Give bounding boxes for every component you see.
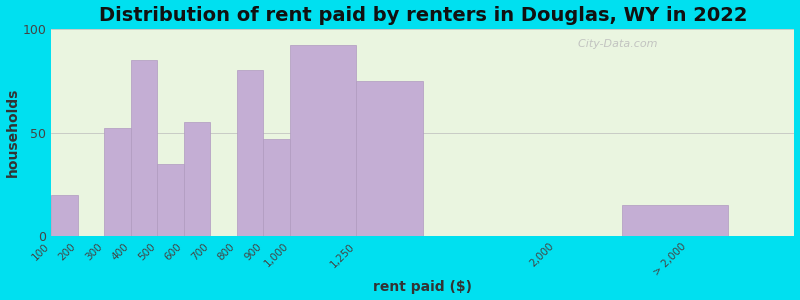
Bar — [622, 205, 728, 236]
Bar — [158, 164, 184, 236]
Bar — [356, 81, 422, 236]
Bar — [290, 46, 356, 236]
Bar — [130, 60, 158, 236]
Bar — [237, 70, 263, 236]
Bar — [51, 195, 78, 236]
Bar — [104, 128, 130, 236]
Text: City-Data.com: City-Data.com — [571, 39, 658, 49]
Title: Distribution of rent paid by renters in Douglas, WY in 2022: Distribution of rent paid by renters in … — [98, 6, 747, 25]
Bar — [184, 122, 210, 236]
Bar — [263, 139, 290, 236]
Y-axis label: households: households — [6, 88, 19, 177]
X-axis label: rent paid ($): rent paid ($) — [374, 280, 472, 294]
